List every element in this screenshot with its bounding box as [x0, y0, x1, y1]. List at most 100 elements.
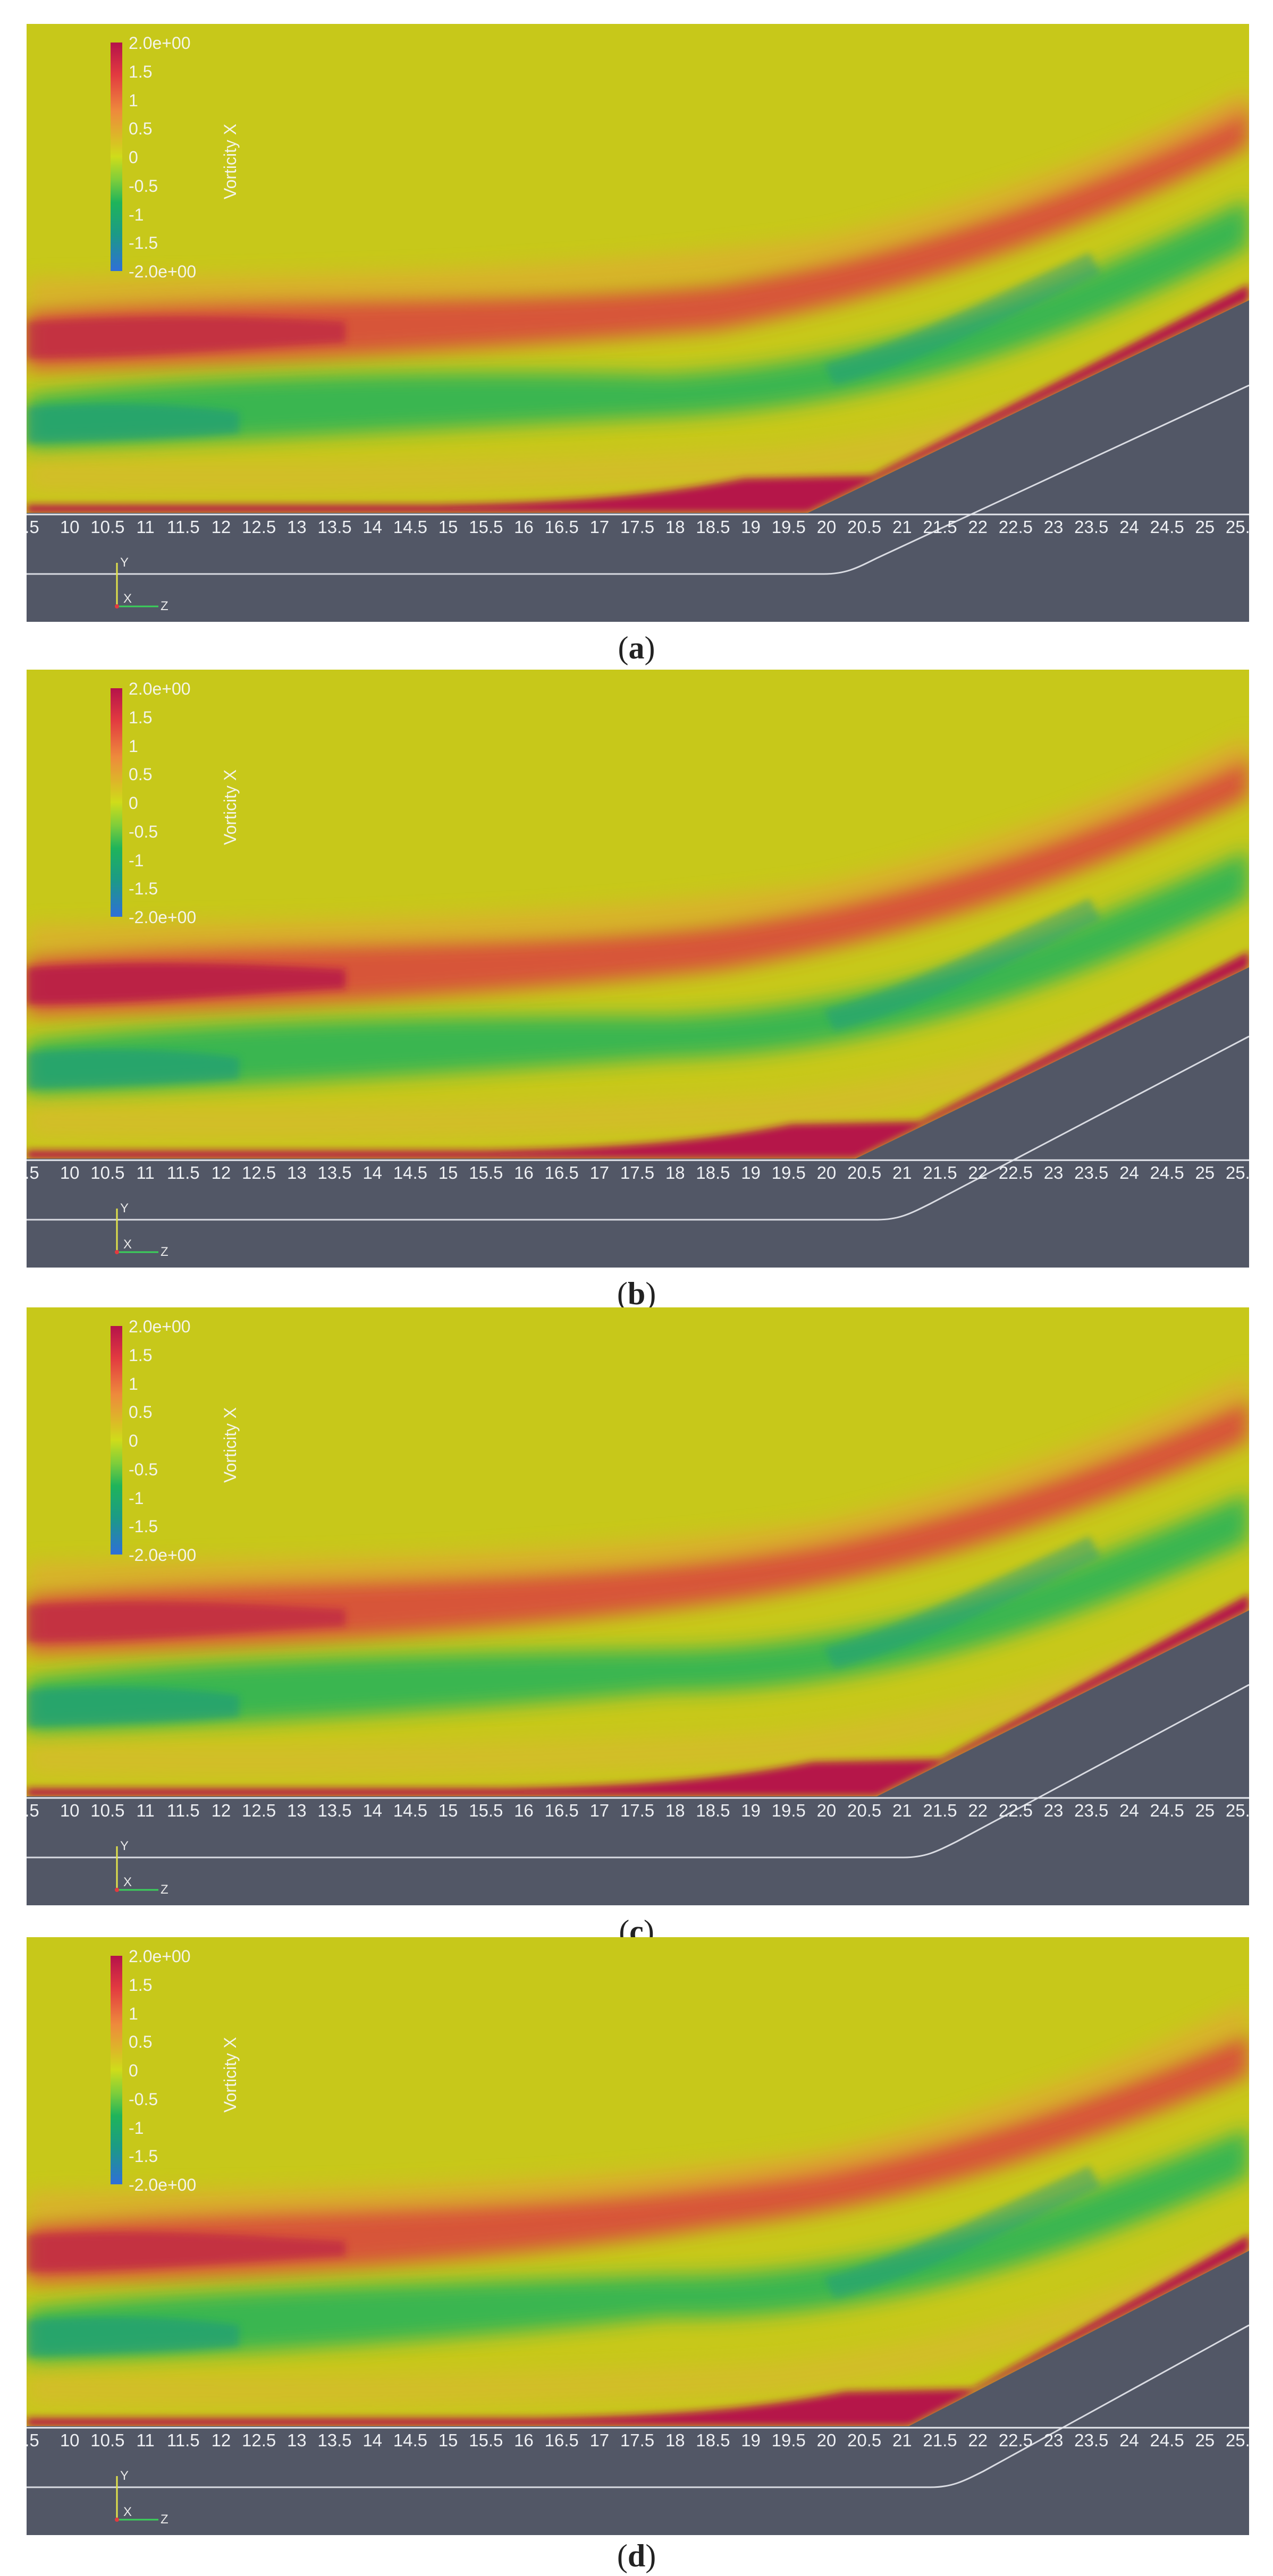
tick-label: 14: [362, 1163, 383, 1183]
tick-label: 12: [211, 2430, 231, 2450]
tick-label: 11.5: [166, 517, 200, 537]
tick-label: 14.5: [393, 1163, 427, 1183]
tick-label: 13: [286, 2430, 307, 2450]
tick-label: 23.5: [1074, 1163, 1109, 1183]
tick-label: 15.5: [469, 517, 503, 537]
tick-label: 15.5: [469, 1163, 503, 1183]
tick-label: 16.5: [544, 517, 579, 537]
colorbar-label: -2.0e+00: [129, 262, 197, 281]
colorbar: [111, 1956, 122, 2184]
colorbar-label: 0: [129, 2061, 138, 2080]
tick-label: 20.5: [847, 1801, 882, 1820]
axis-x-label: X: [123, 592, 132, 606]
tick-label: 15: [438, 2430, 458, 2450]
tick-label: 22: [968, 2430, 988, 2450]
tick-label: 25: [1195, 1801, 1215, 1820]
tick-label: 18.5: [696, 517, 730, 537]
panel-c: .51010.51111.51212.51313.51414.51515.516…: [27, 1307, 1249, 1905]
panel-a: .51010.51111.51212.51313.51414.51515.516…: [27, 24, 1249, 622]
tick-label: 13.5: [317, 2430, 352, 2450]
colorbar-title: Vorticity X: [221, 769, 240, 845]
tick-label: 24.5: [1150, 517, 1184, 537]
tick-label: 22.5: [998, 1163, 1033, 1183]
tick-label: 10.5: [90, 517, 125, 537]
tick-label: 10.5: [90, 2430, 125, 2450]
axis-z-label: Z: [161, 599, 168, 613]
orientation-axes: Y X Z: [112, 2469, 186, 2527]
axis-z-label: Z: [161, 2512, 168, 2527]
axis-z-label: Z: [161, 1882, 168, 1897]
axis-x-label: X: [123, 1237, 132, 1252]
tick-label: .5: [27, 1163, 39, 1183]
tick-label: 24: [1119, 1163, 1139, 1183]
tick-label: 24.5: [1150, 1163, 1184, 1183]
tick-label: 24: [1119, 1801, 1139, 1820]
colorbar-label: 1: [129, 2004, 138, 2023]
tick-label: 14: [362, 2430, 383, 2450]
colorbar-label: 1: [129, 736, 138, 756]
colorbar-label: 2.0e+00: [129, 33, 191, 53]
vorticity-field: [27, 670, 1249, 1268]
tick-label: 23.5: [1074, 1801, 1109, 1820]
tick-label: 21.5: [923, 1163, 957, 1183]
axis-x-label: X: [123, 2505, 132, 2519]
colorbar-label: -1: [129, 205, 144, 224]
tick-label: 13.5: [317, 1163, 352, 1183]
tick-label: 13: [286, 517, 307, 537]
tick-label: 11: [136, 1163, 155, 1183]
axis-y-label: Y: [120, 1201, 129, 1215]
colorbar-title: Vorticity X: [221, 1407, 240, 1483]
tick-label: 22.5: [998, 2430, 1033, 2450]
colorbar-label: -0.5: [129, 2089, 158, 2109]
axis-tick-labels: .5 10 10.5 11 11.5 12 12.5 13 13.5 14 14.5 15 15.5 16…: [27, 1796, 1249, 1822]
colorbar: [111, 43, 122, 271]
colorbar: [111, 1326, 122, 1555]
tick-label: 19.5: [771, 1163, 806, 1183]
colorbar-label: 2.0e+00: [129, 679, 191, 698]
tick-label: 23: [1043, 1801, 1064, 1820]
tick-label: 21: [892, 1801, 912, 1820]
tick-label: 21.5: [923, 517, 957, 537]
tick-label: 11: [136, 517, 155, 537]
tick-label: 21: [892, 517, 912, 537]
tick-label: 21.5: [923, 1801, 957, 1820]
tick-label: 12.5: [242, 1163, 276, 1183]
axes-icon: [115, 2476, 158, 2522]
tick-label: 22: [968, 517, 988, 537]
tick-label: 24.5: [1150, 1801, 1184, 1820]
tick-label: 11.5: [166, 1163, 200, 1183]
panel-d: .51010.51111.51212.51313.51414.51515.516…: [27, 1937, 1249, 2535]
tick-label: 25.5: [1225, 517, 1249, 537]
tick-label: 10: [60, 2430, 80, 2450]
colorbar-label: 0.5: [129, 1403, 153, 1422]
tick-label: 15.5: [469, 2430, 503, 2450]
tick-label: 11.5: [166, 1801, 200, 1820]
tick-label: 19: [741, 517, 761, 537]
tick-label: 13: [286, 1163, 307, 1183]
colorbar-label: 1: [129, 90, 138, 110]
colorbar-title: Vorticity X: [221, 123, 240, 199]
tick-label: 25: [1195, 1163, 1215, 1183]
tick-label: 19: [741, 1163, 761, 1183]
tick-label: 17: [589, 517, 610, 537]
colorbar-label: 2.0e+00: [129, 1947, 191, 1966]
tick-label: 25: [1195, 517, 1215, 537]
tick-label: 17: [589, 2430, 610, 2450]
tick-label: 22.5: [998, 517, 1033, 537]
tick-label: .5: [27, 2430, 39, 2450]
colorbar-label: 0.5: [129, 765, 153, 784]
tick-label: 11: [136, 1801, 155, 1820]
tick-label: 12.5: [242, 517, 276, 537]
axis-tick-labels: .5 10 10.5 11 11.5 12 12.5 13 13.5 14 14.5 15 15.5 16…: [27, 2426, 1249, 2452]
tick-label: 16: [514, 2430, 534, 2450]
tick-label: 25.5: [1225, 1801, 1249, 1820]
tick-label: 13: [286, 1801, 307, 1820]
tick-label: 14.5: [393, 2430, 427, 2450]
tick-label: 12: [211, 1801, 231, 1820]
tick-label: 25.5: [1225, 1163, 1249, 1183]
colorbar: [111, 688, 122, 917]
tick-label: 20: [816, 2430, 837, 2450]
tick-label: 13.5: [317, 517, 352, 537]
colorbar-label: 0.5: [129, 119, 153, 139]
tick-label: 23.5: [1074, 2430, 1109, 2450]
